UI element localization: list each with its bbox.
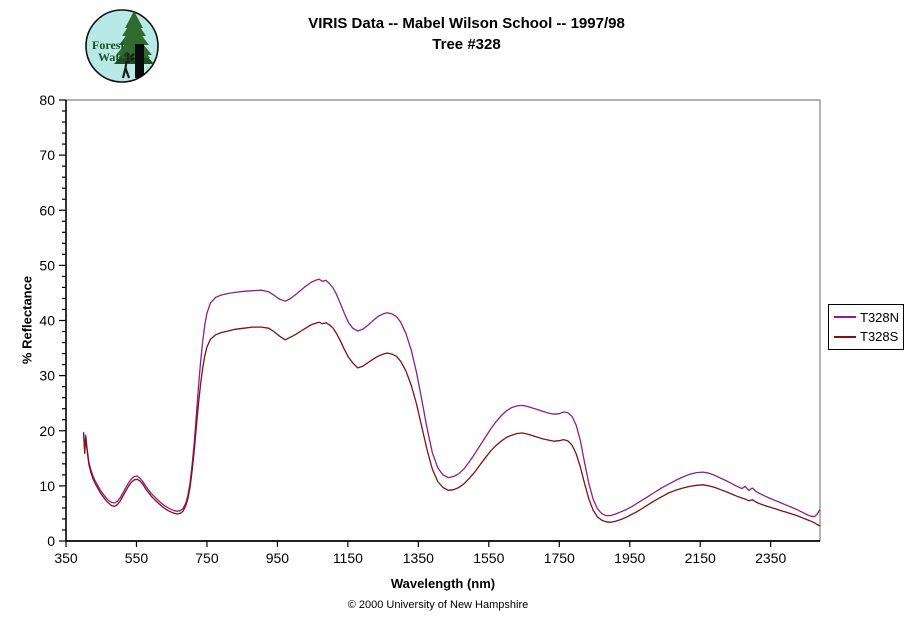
plot-area: 0 10 20 30 40 50 60 70 80 350 550 750 950 1150 1350 155… [39, 92, 821, 566]
x-tick-label: 1750 [544, 550, 575, 566]
person-icon [121, 52, 135, 79]
legend-line-swatch-t328s [834, 335, 856, 338]
x-tick-label: 950 [266, 550, 290, 566]
x-tick-label: 550 [125, 550, 149, 566]
forest-watch-logo-graphic: Forest Watch [85, 9, 159, 83]
y-tick-label: 20 [39, 423, 55, 439]
y-tick-label: 30 [39, 368, 55, 384]
x-tick-label: 350 [54, 550, 78, 566]
logo-text-forest: Forest [92, 38, 124, 52]
y-tick-label: 40 [39, 313, 55, 329]
forest-watch-logo: Forest Watch [84, 8, 160, 89]
x-tick-label: 1950 [614, 550, 645, 566]
series-line-t328n [82, 278, 821, 518]
x-tick-label: 2150 [685, 550, 716, 566]
y-tick-label: 0 [47, 533, 55, 549]
x-tick-label: 1350 [403, 550, 434, 566]
logo-text-watch: Watch [98, 50, 132, 64]
legend-item-t328n: T328N [834, 310, 903, 325]
x-tick-label: 1150 [333, 550, 363, 566]
y-tick-label: 60 [39, 202, 55, 218]
x-axis-title: Wavelength (nm) [390, 576, 496, 591]
y-tick-label: 80 [39, 92, 55, 108]
legend-label-t328n: T328N [860, 309, 900, 325]
chart-title-line1: VIRIS Data -- Mabel Wilson School -- 199… [308, 15, 625, 32]
chart-title-line2: Tree #328 [432, 36, 501, 53]
legend-box: T328N T328S [828, 304, 904, 350]
footer-copyright: © 2000 University of New Hampshire [347, 599, 529, 611]
x-tick-label: 750 [195, 550, 219, 566]
y-tick-label: 70 [39, 147, 55, 163]
y-tick-label: 50 [39, 257, 55, 273]
y-tick-label: 10 [39, 478, 55, 494]
legend-label-t328s: T328S [860, 329, 899, 345]
tree-trunk [135, 44, 144, 78]
x-tick-label: 1550 [473, 550, 504, 566]
chart-title-block: VIRIS Data -- Mabel Wilson School -- 199… [22, 13, 911, 55]
legend-item-t328s: T328S [834, 329, 903, 344]
y-axis-title: % Reflectance [19, 275, 35, 365]
legend-line-swatch-t328n [834, 316, 856, 319]
x-tick-label: 2350 [755, 550, 786, 566]
series-line-t328s [82, 321, 821, 527]
